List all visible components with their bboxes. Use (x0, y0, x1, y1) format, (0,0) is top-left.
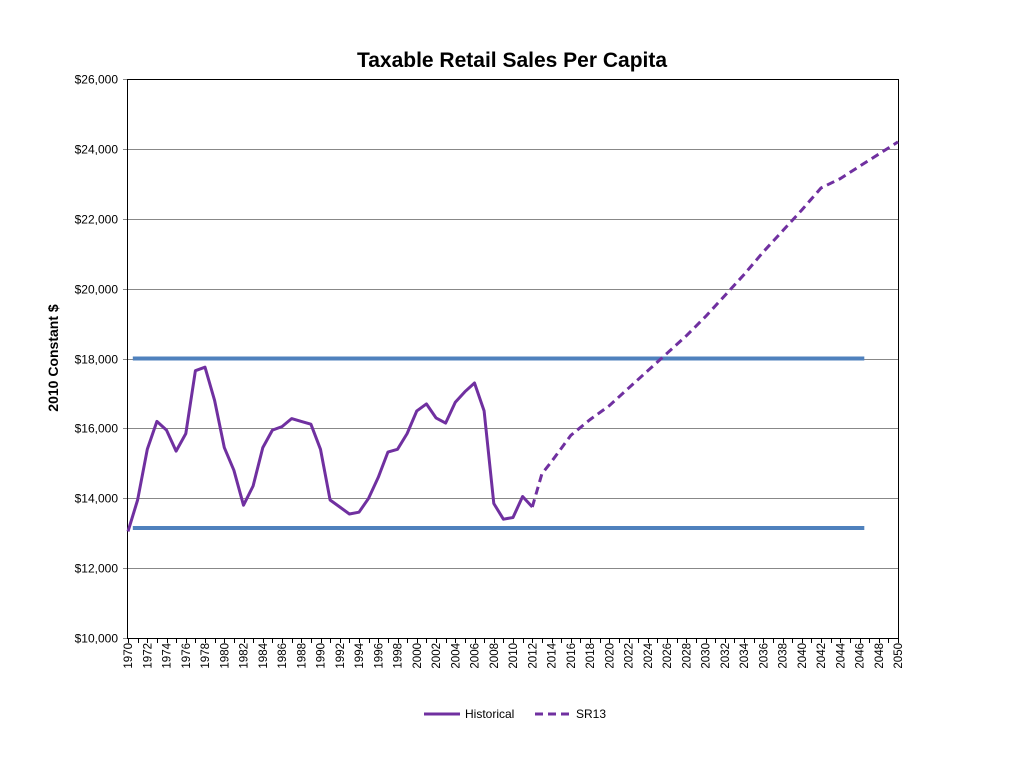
x-tick-label: 2040 (797, 643, 809, 669)
series-line-sr13 (530, 140, 899, 508)
x-tick-label: 2018 (585, 643, 597, 669)
x-tick-label: 1986 (277, 643, 289, 669)
x-tick-label: 1974 (162, 642, 174, 668)
x-tick-label: 1970 (123, 643, 135, 669)
y-tick-label: $20,000 (75, 283, 119, 297)
x-tick-label: 2022 (624, 643, 636, 669)
x-tick-label: 2006 (470, 643, 482, 669)
x-tick-label: 2036 (758, 643, 770, 669)
x-tick-label: 2032 (720, 643, 732, 669)
x-tick-label: 1994 (354, 642, 366, 668)
x-tick-label: 1988 (296, 643, 308, 669)
x-tick-label: 2026 (662, 643, 674, 669)
x-tick-label: 2014 (547, 642, 559, 668)
y-axis-label: 2010 Constant $ (45, 304, 61, 412)
y-tick-label: $18,000 (75, 353, 119, 367)
x-tick-label: 1992 (335, 643, 347, 669)
x-tick-label: 2034 (739, 642, 751, 668)
x-tick-label: 1972 (142, 643, 154, 669)
x-tick-label: 1996 (373, 643, 385, 669)
x-tick-label: 2002 (431, 643, 443, 669)
y-tick-label: $22,000 (75, 213, 119, 227)
x-tick-label: 2050 (893, 643, 905, 669)
x-tick-label: 2038 (778, 643, 790, 669)
y-tick-label: $26,000 (75, 73, 119, 87)
y-tick-label: $14,000 (75, 492, 119, 506)
x-tick-label: 2046 (855, 643, 867, 669)
series-lines (126, 140, 899, 532)
x-tick-label: 2008 (489, 643, 501, 669)
x-tick-label: 2044 (835, 642, 847, 668)
x-tick-label: 1984 (258, 642, 270, 668)
x-tick-label: 1982 (239, 643, 251, 669)
x-tick-label: 1976 (181, 643, 193, 669)
y-tick-label: $16,000 (75, 422, 119, 436)
x-tick-label: 2010 (508, 643, 520, 669)
x-tick-label: 2024 (643, 642, 655, 668)
chart-title: Taxable Retail Sales Per Capita (357, 49, 667, 72)
legend-label: Historical (465, 707, 514, 721)
reference-lines (132, 356, 865, 530)
x-tick-label: 2042 (816, 643, 828, 669)
x-tick-label: 1978 (200, 643, 212, 669)
x-tick-label: 2030 (701, 643, 713, 669)
x-tick-label: 2004 (450, 642, 462, 668)
x-tick-label: 2012 (527, 643, 539, 669)
x-tick-label: 2048 (874, 643, 886, 669)
legend-label: SR13 (576, 707, 606, 721)
x-tick-label: 2000 (412, 643, 424, 669)
x-tick-label: 1998 (393, 643, 405, 669)
legend: Historical SR13 (424, 707, 606, 721)
x-tick-label: 2016 (566, 643, 578, 669)
x-tick-label: 1990 (316, 643, 328, 669)
x-axis-ticks: 1970 1972 1974 1976 1978 1980 1982 1984 1986 1988… (123, 638, 905, 669)
series-line-historical (126, 365, 534, 532)
y-tick-label: $12,000 (75, 562, 119, 576)
y-tick-label: $24,000 (75, 143, 119, 157)
x-tick-label: 1980 (219, 643, 231, 669)
x-tick-label: 2020 (604, 643, 616, 669)
y-tick-label: $10,000 (75, 632, 119, 646)
y-axis-ticks: $10,000 $12,000 $14,000 $16,000 $18,000 $20,0… (75, 73, 119, 646)
x-tick-label: 2028 (681, 643, 693, 669)
